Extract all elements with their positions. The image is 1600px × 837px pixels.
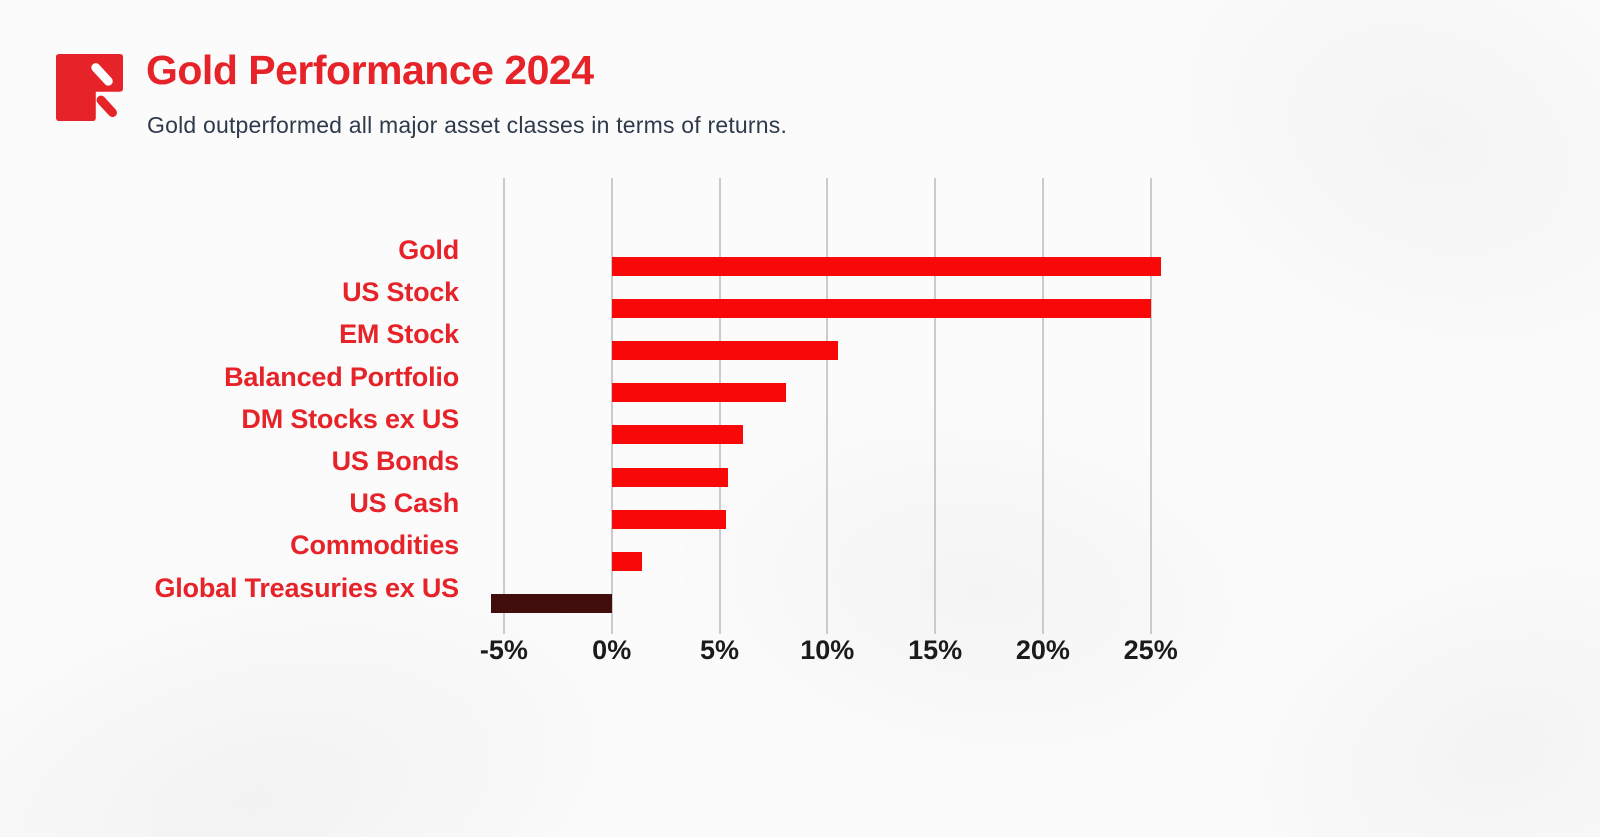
chart-bar-em-stock	[611, 340, 839, 360]
gridline-0-	[610, 178, 613, 634]
category-label-balanced-portfolio: Balanced Portfolio	[224, 361, 459, 392]
category-label-global-treasuries-ex-us: Global Treasuries ex US	[154, 572, 459, 603]
page-subtitle: Gold outperformed all major asset classe…	[147, 112, 788, 138]
pen-square-logo-icon	[56, 54, 123, 121]
x-axis-tick-10-: 10%	[800, 635, 855, 665]
chart-bar-commodities	[611, 551, 642, 571]
gridline-10-	[826, 178, 829, 634]
chart-bar-us-cash	[611, 509, 726, 529]
category-label-gold: Gold	[398, 235, 459, 265]
x-axis-tick-0-: 0%	[592, 635, 632, 665]
category-label-dm-stocks-ex-us: DM Stocks ex US	[241, 403, 459, 434]
category-label-em-stock: EM Stock	[339, 319, 459, 350]
chart-bar-global-treasuries-ex-us	[490, 594, 612, 614]
page-title: Gold Performance 2024	[146, 47, 594, 93]
gridline-20-	[1041, 178, 1044, 634]
chart-bar-dm-stocks-ex-us	[611, 425, 744, 445]
x-axis-tick-15-: 15%	[908, 635, 963, 665]
gridline-5-	[718, 178, 721, 634]
chart-bar-us-bonds	[611, 467, 729, 487]
category-label-commodities: Commodities	[290, 530, 459, 561]
x-axis-tick-25-: 25%	[1123, 635, 1178, 665]
category-label-us-bonds: US Bonds	[331, 446, 460, 476]
gridline--5-	[502, 178, 505, 634]
x-axis-tick--5-: -5%	[479, 635, 528, 665]
category-label-us-stock: US Stock	[342, 277, 459, 308]
x-axis-tick-5-: 5%	[699, 635, 740, 665]
chart-bar-us-stock	[611, 298, 1151, 318]
chart-bar-balanced-portfolio	[611, 383, 787, 403]
gridline-15-	[934, 178, 937, 634]
x-axis-tick-20-: 20%	[1015, 635, 1070, 665]
category-label-us-cash: US Cash	[349, 488, 459, 519]
chart-bar-gold	[611, 256, 1162, 276]
gridline-25-	[1149, 178, 1152, 634]
